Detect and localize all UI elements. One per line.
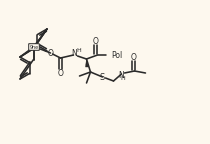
Text: O: O	[58, 69, 63, 77]
Text: Pol: Pol	[112, 51, 123, 59]
Text: H: H	[120, 76, 125, 82]
Text: N: N	[72, 50, 77, 58]
Text: H: H	[76, 49, 81, 54]
Text: S: S	[100, 72, 105, 82]
FancyBboxPatch shape	[29, 44, 39, 50]
Text: O: O	[131, 53, 136, 61]
Text: O: O	[93, 36, 98, 46]
Text: 9he: 9he	[29, 45, 39, 50]
Text: O: O	[47, 49, 53, 57]
Text: N: N	[119, 71, 124, 79]
Polygon shape	[85, 59, 88, 67]
